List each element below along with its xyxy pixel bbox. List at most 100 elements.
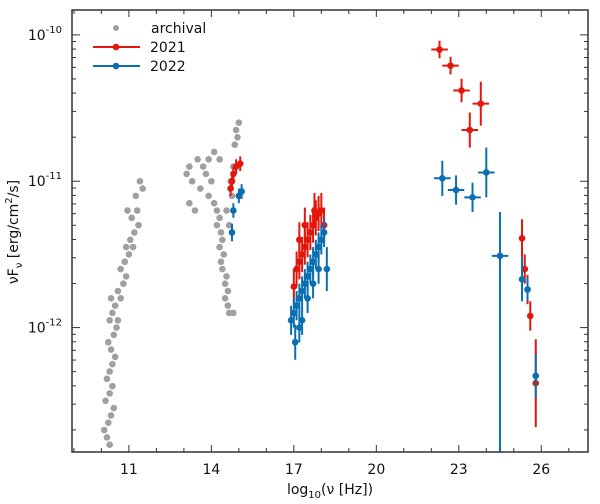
data-point-archival xyxy=(183,170,190,178)
data-point-archival xyxy=(213,221,221,229)
data-point-archival xyxy=(202,170,210,178)
data-point-archival xyxy=(131,229,138,236)
data-point-archival xyxy=(117,295,124,302)
data-point-archival xyxy=(194,155,201,163)
data-point-archival xyxy=(191,207,199,214)
data-point-2021 xyxy=(318,207,325,214)
data-point-archival xyxy=(221,295,229,302)
data-point-archival xyxy=(216,214,223,222)
data-point-2022 xyxy=(318,236,325,244)
data-point-archival xyxy=(107,295,115,302)
plot-frame xyxy=(71,9,589,453)
data-point-2022 xyxy=(452,186,460,194)
data-point-archival xyxy=(100,426,108,434)
data-point-2021 xyxy=(236,160,244,167)
data-point-2022 xyxy=(301,280,309,287)
data-point-2022 xyxy=(298,316,306,324)
data-point-2021 xyxy=(526,312,534,320)
data-point-2022 xyxy=(315,243,322,251)
data-point-2022 xyxy=(287,316,295,324)
data-point-archival xyxy=(107,412,115,419)
data-point-2021 xyxy=(304,236,311,244)
data-marks xyxy=(100,40,540,452)
data-point-archival xyxy=(221,280,229,287)
data-point-2021 xyxy=(293,265,300,273)
data-point-archival xyxy=(106,316,113,324)
data-point-archival xyxy=(139,185,146,192)
data-point-archival xyxy=(234,134,241,141)
data-point-archival xyxy=(210,148,218,156)
data-point-2022 xyxy=(532,372,540,380)
legend-marker xyxy=(112,43,120,51)
data-point-2021 xyxy=(311,207,318,214)
data-point-2022 xyxy=(296,295,303,302)
data-point-2022 xyxy=(323,265,331,273)
y-axis: 10-10 10-11 10-12 xyxy=(28,25,588,431)
data-point-2022 xyxy=(518,275,526,283)
data-point-archival xyxy=(210,199,218,207)
data-point-2021 xyxy=(307,229,314,236)
data-point-archival xyxy=(219,236,226,244)
x-tick-label: 17 xyxy=(285,462,303,478)
data-point-2022 xyxy=(482,169,490,176)
y-tick-label: 10-10 xyxy=(28,25,62,44)
x-tick-label: 11 xyxy=(120,462,138,478)
data-point-archival xyxy=(224,287,232,295)
data-point-2021 xyxy=(436,46,443,53)
data-point-2022 xyxy=(228,229,236,236)
data-point-archival xyxy=(223,207,230,214)
data-point-archival xyxy=(114,287,122,295)
data-point-archival xyxy=(224,302,232,309)
data-point-archival xyxy=(231,141,239,148)
data-point-archival xyxy=(102,397,109,405)
data-point-2021 xyxy=(296,236,303,244)
data-point-2021 xyxy=(290,283,298,290)
data-point-2022 xyxy=(230,207,237,214)
data-point-archival xyxy=(109,382,116,390)
data-point-archival xyxy=(223,273,230,280)
x-tick-label: 20 xyxy=(367,462,385,478)
data-point-2022 xyxy=(315,265,322,273)
data-point-2022 xyxy=(304,273,311,280)
data-point-2021 xyxy=(296,258,303,266)
data-point-2022 xyxy=(291,338,299,346)
data-point-archival xyxy=(124,207,131,214)
legend: archival 2021 2022 xyxy=(93,21,206,75)
data-point-archival xyxy=(120,280,127,287)
legend-label: 2021 xyxy=(150,40,186,56)
legend-entry-2022: 2022 xyxy=(93,59,186,75)
data-point-2022 xyxy=(296,324,303,331)
series-2022 xyxy=(228,147,540,452)
data-point-archival xyxy=(109,309,116,317)
data-point-archival xyxy=(122,273,130,280)
data-point-2022 xyxy=(304,295,311,302)
data-point-archival xyxy=(117,265,124,273)
data-point-archival xyxy=(109,360,116,368)
data-point-archival xyxy=(114,316,122,324)
data-point-archival xyxy=(136,177,144,185)
x-tick-label: 23 xyxy=(450,462,468,478)
data-point-archival xyxy=(128,214,135,222)
data-point-archival xyxy=(205,155,212,163)
y-tick-label: 10-11 xyxy=(28,171,62,190)
data-point-2022 xyxy=(293,302,300,309)
data-point-2022 xyxy=(290,309,298,317)
data-point-2021 xyxy=(521,265,529,273)
y-axis-label: νFν [erg/cm2/s] xyxy=(4,180,25,284)
series-archival xyxy=(100,119,243,448)
data-point-archival xyxy=(106,368,113,375)
data-point-archival xyxy=(197,185,204,192)
x-tick-label: 26 xyxy=(532,462,550,478)
data-point-2021 xyxy=(228,177,236,185)
series-2021 xyxy=(227,40,540,428)
data-point-2022 xyxy=(312,251,320,258)
data-point-2022 xyxy=(238,188,245,195)
data-point-2022 xyxy=(307,265,314,273)
data-point-archival xyxy=(216,155,223,163)
data-point-2022 xyxy=(469,194,476,201)
data-point-archival xyxy=(111,353,119,361)
data-point-2022 xyxy=(496,252,504,260)
data-point-archival xyxy=(110,404,118,412)
data-point-archival xyxy=(135,221,142,229)
